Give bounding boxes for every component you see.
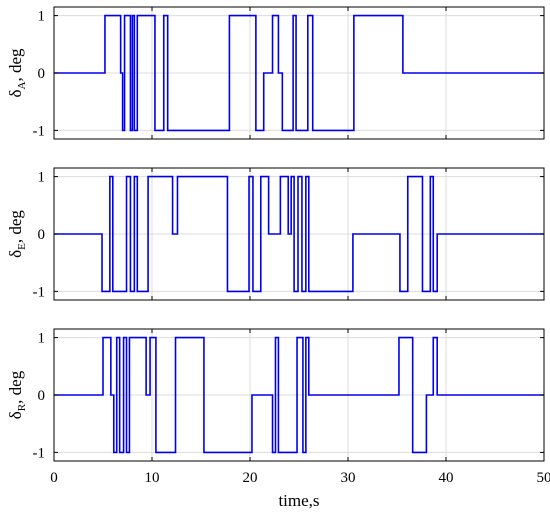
x-tick-label: 20: [243, 470, 258, 486]
chart-aileron: 1 0 -1 δA, deg: [6, 6, 545, 140]
y-tick-label: 0: [38, 227, 46, 243]
y-axis-label: δE, deg: [6, 210, 28, 258]
x-axis-label: time,s: [278, 491, 319, 510]
y-tick-label: 0: [38, 388, 46, 404]
x-tick-label: 0: [50, 470, 58, 486]
x-tick-label: 30: [341, 470, 356, 486]
y-tick-label: -1: [33, 445, 46, 461]
y-tick-label: 0: [38, 66, 46, 82]
y-tick-label: -1: [33, 123, 46, 139]
x-tick-label: 40: [439, 470, 454, 486]
series-line-aileron: [54, 14, 544, 132]
x-tick-label: 50: [537, 470, 550, 486]
y-tick-label: 1: [38, 331, 46, 347]
y-axis-label: δR, deg: [6, 370, 28, 419]
series-line-elevator: [54, 175, 544, 293]
y-tick-label: 1: [38, 170, 46, 186]
x-tick-label: 10: [145, 470, 160, 486]
series-line-rudder: [54, 336, 544, 454]
y-tick-label: -1: [33, 284, 46, 300]
chart-elevator: 1 0 -1 δE, deg: [6, 167, 545, 301]
y-axis-label: δA, deg: [6, 48, 28, 98]
y-tick-label: 1: [38, 9, 46, 25]
